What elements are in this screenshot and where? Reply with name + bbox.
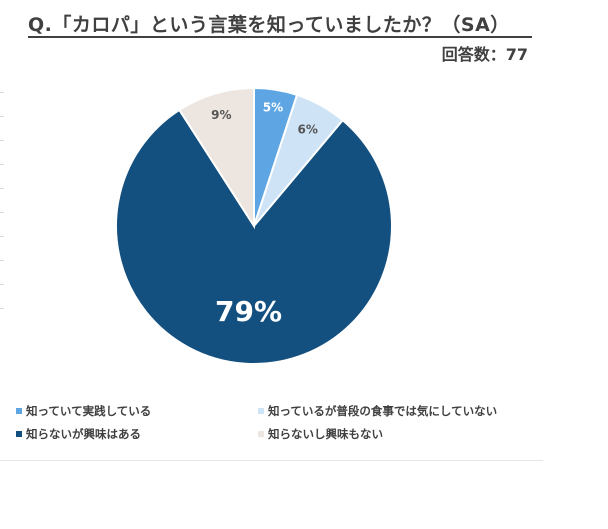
title-underline [28, 36, 532, 38]
pie-slice-4 [178, 86, 255, 230]
data-label-2: 6% [297, 123, 317, 137]
data-label-3: 79% [215, 295, 282, 328]
data-label-1: 5% [263, 100, 283, 114]
chart-title: Q.「カロパ」という言葉を知っていましたか？（SA） [28, 14, 510, 36]
respondent-count: 回答数：77 [441, 45, 528, 64]
axis-ticks [0, 92, 4, 317]
chart-bottom-border [0, 460, 543, 461]
data-label-4: 9% [211, 108, 231, 122]
pie-slice-3 [115, 108, 393, 365]
